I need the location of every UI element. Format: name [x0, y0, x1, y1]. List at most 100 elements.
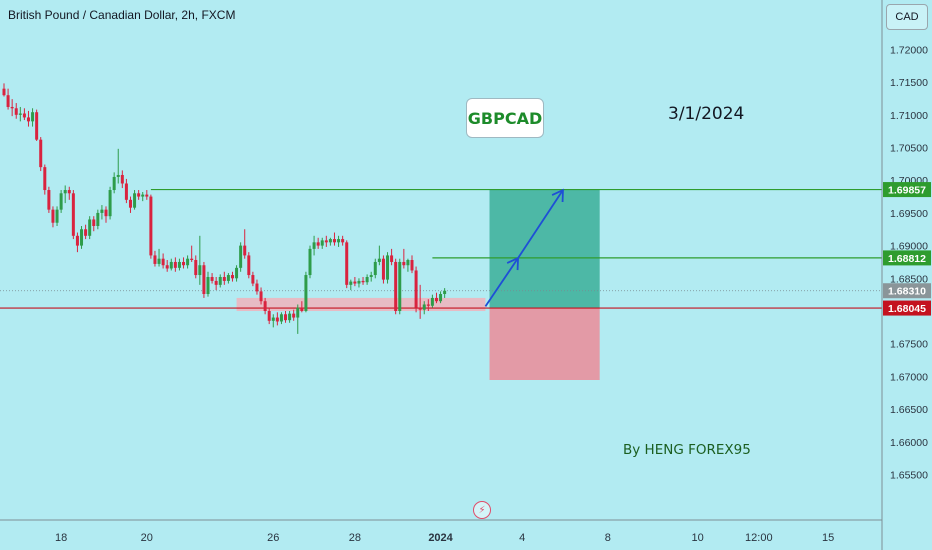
candle: [308, 245, 312, 279]
price-tag-first-target: 1.68812: [883, 250, 931, 266]
y-tick-label: 1.68500: [890, 273, 928, 285]
candle: [410, 255, 414, 274]
candle: [406, 258, 410, 272]
candle: [80, 225, 84, 249]
candle: [275, 312, 279, 326]
candle: [418, 284, 422, 319]
candle: [67, 186, 71, 200]
candle: [361, 277, 365, 285]
price-tag-entry: 1.68045: [883, 300, 931, 316]
candle: [218, 274, 222, 288]
candle: [320, 237, 324, 249]
support-zone: [236, 297, 486, 312]
candle: [422, 301, 426, 315]
candle: [169, 258, 173, 271]
candle: [316, 237, 320, 249]
candle: [284, 311, 288, 323]
candle: [386, 252, 390, 284]
x-tick-label: 28: [349, 532, 361, 544]
candle: [194, 255, 198, 279]
candle: [271, 314, 275, 328]
candle: [259, 287, 263, 305]
candle: [296, 304, 300, 334]
candle: [341, 235, 345, 246]
candle: [71, 190, 75, 240]
svg-text:1.69857: 1.69857: [888, 185, 926, 197]
price-axis: 1.720001.715001.710001.705001.700001.695…: [881, 0, 931, 550]
candle: [300, 301, 304, 313]
candle: [100, 205, 104, 220]
x-tick-label: 20: [141, 532, 153, 544]
candle: [186, 255, 190, 269]
time-axis: 18 20 26 28 2024 4 8 10 12:00 15: [0, 519, 882, 544]
y-tick-label: 1.69500: [890, 208, 928, 220]
y-tick-label: 1.65500: [890, 469, 928, 481]
candle: [381, 255, 385, 284]
candle: [31, 108, 35, 127]
x-tick-label: 15: [822, 532, 834, 544]
svg-text:1.68310: 1.68310: [888, 286, 926, 298]
candle: [414, 266, 418, 313]
candle: [108, 186, 112, 220]
candle: [214, 277, 218, 291]
candle: [243, 229, 247, 259]
candle: [133, 190, 137, 210]
pair-label: GBPCAD: [466, 98, 544, 138]
price-tag-target: 1.69857: [883, 182, 931, 198]
candle: [402, 248, 406, 269]
author-label: By HENG FOREX95: [623, 442, 751, 458]
currency-button[interactable]: CAD: [886, 4, 928, 30]
candle: [161, 253, 165, 269]
candle: [394, 258, 398, 315]
candle: [373, 258, 377, 279]
y-tick-label: 1.72000: [890, 44, 928, 56]
date-label: 3/1/2024: [668, 104, 745, 124]
candle: [235, 265, 239, 282]
levels-layer: [0, 188, 882, 309]
y-tick-label: 1.67500: [890, 339, 928, 351]
candle: [255, 279, 259, 295]
candle: [2, 83, 6, 97]
candle: [267, 307, 271, 325]
lightning-icon[interactable]: ⚡: [473, 501, 491, 519]
candle: [137, 190, 141, 200]
candle: [210, 273, 214, 284]
x-tick-label: 4: [519, 532, 525, 544]
candle: [35, 109, 39, 141]
candle: [96, 209, 100, 230]
loss-zone: [489, 308, 600, 380]
candles-layer: [2, 83, 447, 334]
candle: [149, 194, 153, 259]
candle: [357, 278, 361, 288]
candle: [157, 248, 161, 267]
candle: [279, 312, 283, 325]
candle: [439, 291, 443, 304]
candle: [328, 237, 332, 246]
candle: [59, 190, 63, 213]
candle: [434, 292, 438, 304]
candle: [332, 232, 336, 246]
x-tick-label: 2024: [428, 532, 453, 544]
x-tick-label: 12:00: [745, 532, 773, 544]
candle: [377, 245, 381, 266]
svg-text:1.68812: 1.68812: [888, 253, 926, 265]
candle: [22, 108, 26, 121]
candle: [426, 299, 430, 312]
candle: [222, 271, 226, 285]
candle: [251, 271, 255, 287]
candle: [312, 235, 316, 256]
y-tick-label: 1.70500: [890, 143, 928, 155]
candle: [353, 277, 357, 287]
candle: [43, 164, 47, 195]
candle: [230, 271, 234, 282]
candle: [198, 235, 202, 285]
candle: [337, 235, 341, 247]
candle: [63, 185, 67, 204]
y-tick-label: 1.69000: [890, 241, 928, 253]
candle: [84, 224, 88, 240]
candle: [128, 196, 132, 213]
candle: [349, 279, 353, 291]
candle: [182, 257, 186, 269]
